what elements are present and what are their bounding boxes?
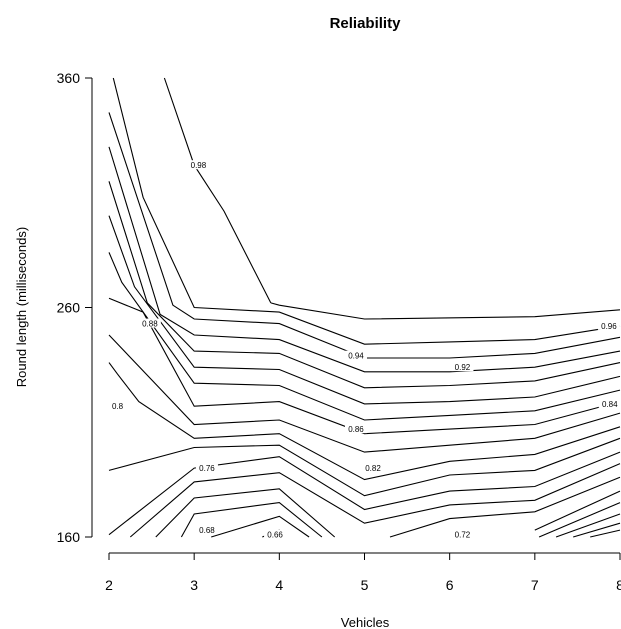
- contour-line-15: [180, 502, 323, 538]
- x-axis: 2 3 4 5 6 7 8: [105, 552, 621, 593]
- contour-label-9: 0.76: [199, 464, 215, 473]
- x-tick-label-5: 5: [361, 577, 369, 593]
- contour-line-12: [108, 451, 621, 536]
- x-tick-label-4: 4: [275, 577, 283, 593]
- contour-line-6: [108, 215, 621, 405]
- x-axis-title: Vehicles: [341, 615, 390, 629]
- x-tick-label-2: 2: [105, 577, 113, 593]
- contour-line-2: [112, 77, 621, 345]
- y-axis: 160 260 360: [57, 70, 93, 545]
- contour-line-18: [389, 476, 621, 538]
- contour-label-bg-3: [344, 350, 367, 360]
- contour-line-5: [108, 181, 621, 389]
- contour-line-7: [108, 252, 621, 421]
- contour-label-8: 0.82: [365, 464, 381, 473]
- contour-line-23: [590, 529, 621, 538]
- contour-label-5: 0.8: [112, 402, 124, 411]
- x-tick-label-7: 7: [531, 577, 539, 593]
- x-tick-label-3: 3: [190, 577, 198, 593]
- contour-label-2: 0.96: [601, 322, 617, 331]
- contour-line-21: [555, 513, 621, 538]
- contour-line-3: [108, 112, 621, 359]
- contour-label-bg-9: [195, 463, 218, 473]
- contour-line-10: [108, 362, 621, 481]
- contour-label-1: 0.88: [142, 320, 158, 329]
- contour-label-bg-0: [187, 160, 210, 170]
- contour-line-16: [211, 515, 310, 538]
- contour-label-bg-11: [264, 529, 287, 539]
- contour-line-1: [270, 302, 621, 320]
- contour-label-bg-4: [451, 362, 474, 372]
- contour-line-4: [108, 146, 621, 373]
- contour-label-bg-8: [362, 463, 385, 473]
- contour-line-0: [163, 77, 272, 304]
- contour-label-6: 0.84: [602, 400, 618, 409]
- contour-label-10: 0.68: [199, 526, 215, 535]
- contour-label-bg-1: [138, 318, 161, 328]
- contour-line-22: [573, 522, 621, 538]
- contour-line-14: [155, 488, 336, 538]
- contour-label-0: 0.98: [191, 161, 207, 170]
- contour-label-4: 0.92: [455, 363, 471, 372]
- contour-label-bg-7: [344, 424, 367, 434]
- contour-line-13: [129, 463, 621, 538]
- contour-line-11: [108, 437, 621, 497]
- contour-line-8: [108, 297, 621, 435]
- y-axis-title: Round length (milliseconds): [14, 227, 29, 387]
- contour-label-bg-6: [598, 398, 621, 408]
- contour-line-19: [534, 490, 621, 531]
- contour-label-11: 0.66: [267, 531, 283, 540]
- contour-label-7: 0.86: [348, 425, 364, 434]
- y-tick-label-360: 360: [57, 70, 81, 86]
- contour-labels: 0.98 0.88 0.96 0.94 0.92 0.8 0.84 0.86 0.82 0.76 0…: [106, 160, 621, 540]
- x-tick-label-6: 6: [446, 577, 454, 593]
- contour-label-12: 0.72: [455, 531, 471, 540]
- contour-label-bg-10: [195, 525, 218, 535]
- x-tick-label-8: 8: [616, 577, 621, 593]
- contour-lines: [108, 77, 621, 538]
- contour-label-bg-5: [106, 401, 129, 411]
- contour-label-3: 0.94: [348, 352, 364, 361]
- y-tick-label-160: 160: [57, 529, 81, 545]
- chart-title: Reliability: [330, 15, 402, 32]
- contour-line-20: [538, 502, 621, 538]
- y-tick-label-260: 260: [57, 300, 81, 316]
- contour-line-9: [108, 334, 621, 453]
- contour-label-bg-2: [597, 320, 620, 330]
- contour-label-bg-12: [451, 529, 474, 539]
